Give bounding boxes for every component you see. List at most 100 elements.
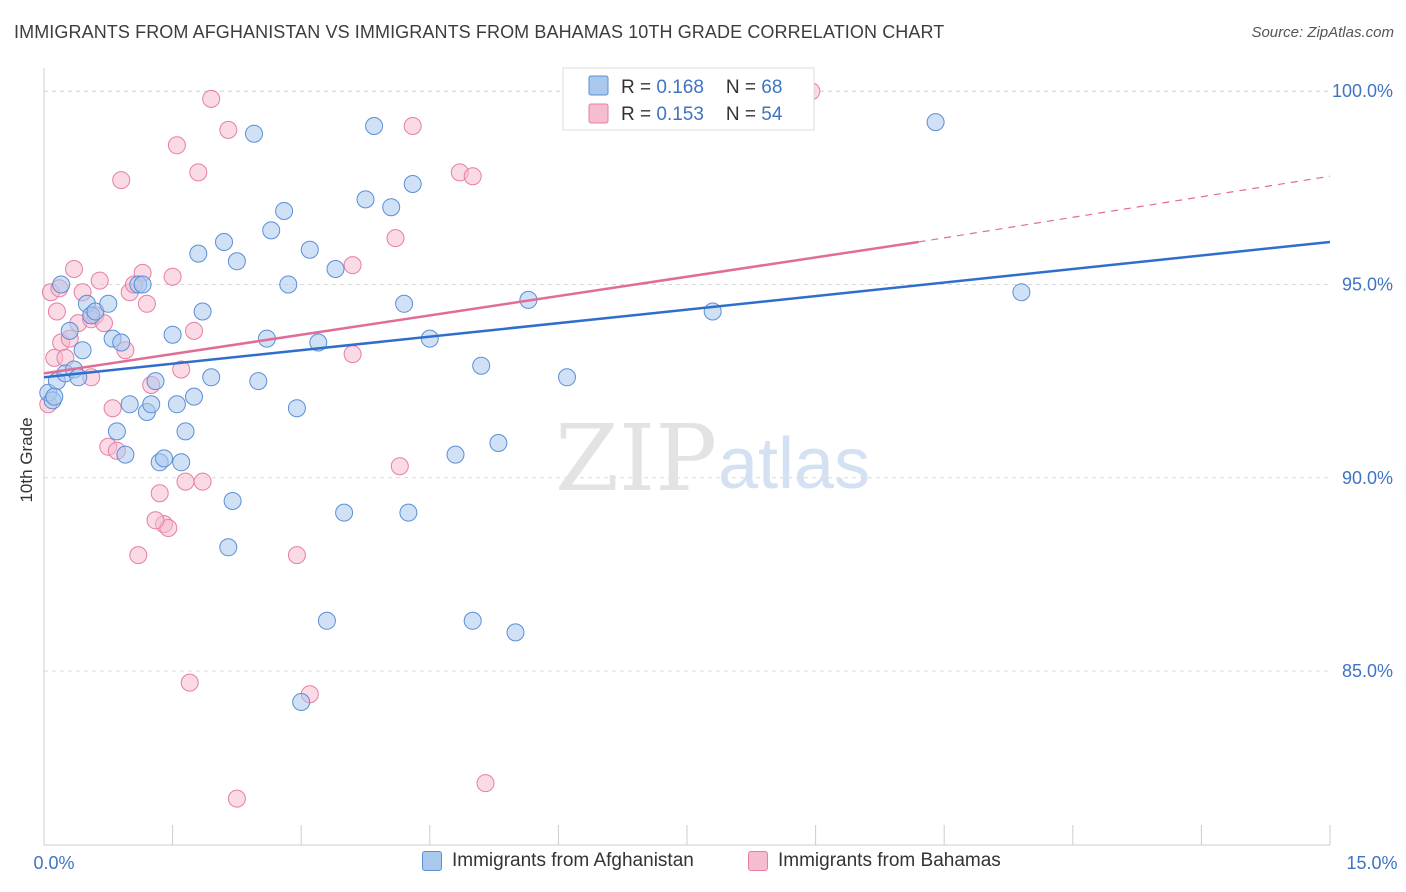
stats-legend: R = 0.168 N = 68 R = 0.153 N = 54 bbox=[562, 67, 815, 131]
afghanistan-point-58 bbox=[472, 356, 491, 375]
bahamas-point-47 bbox=[463, 167, 482, 186]
trend-line-bahamas bbox=[43, 240, 919, 375]
afghanistan-point-29 bbox=[189, 244, 208, 263]
afghanistan-point-23 bbox=[155, 449, 173, 468]
y-tick-label-1: 90.0% bbox=[1342, 468, 1393, 488]
legend-swatch-afghanistan bbox=[422, 851, 442, 871]
afghanistan-point-50 bbox=[365, 117, 384, 135]
legend-item-bahamas: Immigrants from Bahamas bbox=[748, 850, 1001, 872]
afghanistan-point-48 bbox=[335, 503, 354, 522]
bottom-legend: Immigrants from Afghanistan Immigrants f… bbox=[0, 850, 1406, 880]
afghanistan-point-20 bbox=[142, 395, 161, 414]
afghanistan-point-11 bbox=[99, 294, 118, 313]
bahamas-point-44 bbox=[390, 457, 409, 476]
afghanistan-point-32 bbox=[215, 233, 233, 251]
afghanistan-point-64 bbox=[926, 113, 945, 132]
afghanistan-point-43 bbox=[292, 693, 311, 711]
afghanistan-point-55 bbox=[420, 329, 439, 348]
y-tick-label-2: 95.0% bbox=[1342, 274, 1393, 294]
bahamas-point-34 bbox=[189, 163, 208, 182]
afghanistan-point-62 bbox=[558, 368, 576, 387]
bahamas-point-37 bbox=[219, 120, 238, 139]
trend-line-bahamas-extension bbox=[918, 175, 1331, 243]
afghanistan-point-42 bbox=[287, 399, 306, 418]
afghanistan-points bbox=[39, 113, 1031, 711]
bahamas-point-41 bbox=[343, 256, 362, 275]
afghanistan-point-25 bbox=[167, 395, 186, 414]
afghanistan-point-52 bbox=[395, 294, 414, 313]
chart-title: IMMIGRANTS FROM AFGHANISTAN VS IMMIGRANT… bbox=[14, 22, 945, 42]
legend-swatch-bahamas bbox=[748, 851, 768, 871]
y-tick-labels: 85.0% 90.0% 95.0% 100.0% bbox=[1332, 81, 1393, 681]
stats-legend-swatch-bahamas bbox=[588, 103, 609, 124]
bahamas-point-7 bbox=[65, 260, 83, 278]
bahamas-point-32 bbox=[180, 673, 199, 692]
afghanistan-point-3 bbox=[52, 275, 71, 294]
source-credit: Source: ZipAtlas.com bbox=[1251, 24, 1394, 41]
afghanistan-point-34 bbox=[223, 492, 242, 510]
afghanistan-point-28 bbox=[185, 387, 203, 406]
afghanistan-point-37 bbox=[249, 372, 268, 391]
afghanistan-point-41 bbox=[279, 275, 298, 294]
bahamas-point-31 bbox=[176, 472, 195, 491]
afghanistan-point-35 bbox=[227, 252, 246, 271]
afghanistan-point-36 bbox=[245, 124, 263, 143]
afghanistan-point-46 bbox=[317, 611, 336, 630]
x-tick-label-max: 15.0% bbox=[1346, 853, 1397, 873]
afghanistan-point-67 bbox=[69, 368, 88, 387]
afghanistan-point-47 bbox=[326, 260, 345, 278]
afghanistan-point-53 bbox=[399, 503, 418, 522]
bahamas-point-3 bbox=[47, 302, 66, 321]
x-tick-label-min: 0.0% bbox=[33, 853, 74, 873]
bahamas-point-45 bbox=[403, 117, 422, 135]
bahamas-point-39 bbox=[287, 546, 306, 565]
afghanistan-point-66 bbox=[45, 387, 64, 406]
afghanistan-point-60 bbox=[506, 623, 525, 642]
watermark-atlas: atlas bbox=[718, 424, 870, 504]
trend-lines bbox=[43, 175, 1331, 379]
afghanistan-point-33 bbox=[219, 538, 238, 557]
afghanistan-point-16 bbox=[120, 395, 139, 414]
afghanistan-point-18 bbox=[133, 275, 152, 294]
bahamas-point-25 bbox=[150, 484, 169, 503]
bahamas-point-52 bbox=[146, 511, 165, 530]
trend-line-afghanistan bbox=[43, 240, 1331, 379]
bahamas-point-17 bbox=[112, 171, 131, 190]
afghanistan-point-5 bbox=[60, 321, 79, 340]
afghanistan-point-56 bbox=[446, 445, 465, 464]
bahamas-point-29 bbox=[167, 136, 186, 155]
bahamas-point-21 bbox=[129, 546, 148, 565]
bahamas-point-15 bbox=[103, 399, 122, 418]
afghanistan-point-39 bbox=[262, 221, 281, 240]
legend-label-bahamas: Immigrants from Bahamas bbox=[778, 850, 1001, 871]
watermark: ZIP atlas bbox=[555, 405, 870, 512]
afghanistan-point-24 bbox=[163, 325, 182, 344]
afghanistan-point-44 bbox=[300, 240, 319, 259]
afghanistan-point-15 bbox=[116, 445, 135, 464]
bahamas-point-35 bbox=[193, 472, 212, 491]
y-tick-label-0: 85.0% bbox=[1342, 661, 1393, 681]
afghanistan-point-40 bbox=[275, 202, 294, 220]
afghanistan-point-57 bbox=[463, 611, 482, 630]
stats-legend-swatch-afghanistan bbox=[588, 75, 609, 96]
afghanistan-point-54 bbox=[403, 175, 422, 193]
afghanistan-point-49 bbox=[356, 190, 375, 209]
legend-item-afghanistan: Immigrants from Afghanistan bbox=[422, 850, 694, 872]
bahamas-point-12 bbox=[90, 271, 109, 290]
bahamas-point-48 bbox=[476, 774, 495, 793]
bahamas-point-33 bbox=[185, 321, 203, 340]
afghanistan-point-27 bbox=[176, 422, 195, 441]
afghanistan-point-59 bbox=[489, 434, 508, 452]
y-tick-label-3: 100.0% bbox=[1332, 81, 1393, 101]
bahamas-point-42 bbox=[343, 345, 362, 364]
afghanistan-point-30 bbox=[193, 302, 212, 321]
y-axis-label: 10th Grade bbox=[17, 417, 36, 502]
afghanistan-point-13 bbox=[107, 422, 126, 441]
grid-lines bbox=[44, 90, 1330, 672]
afghanistan-point-26 bbox=[172, 453, 191, 472]
bahamas-point-28 bbox=[163, 267, 182, 286]
legend-label-afghanistan: Immigrants from Afghanistan bbox=[452, 850, 694, 871]
afghanistan-point-14 bbox=[112, 333, 131, 352]
stats-legend-row-afghanistan: R = 0.168 N = 68 bbox=[621, 77, 782, 98]
